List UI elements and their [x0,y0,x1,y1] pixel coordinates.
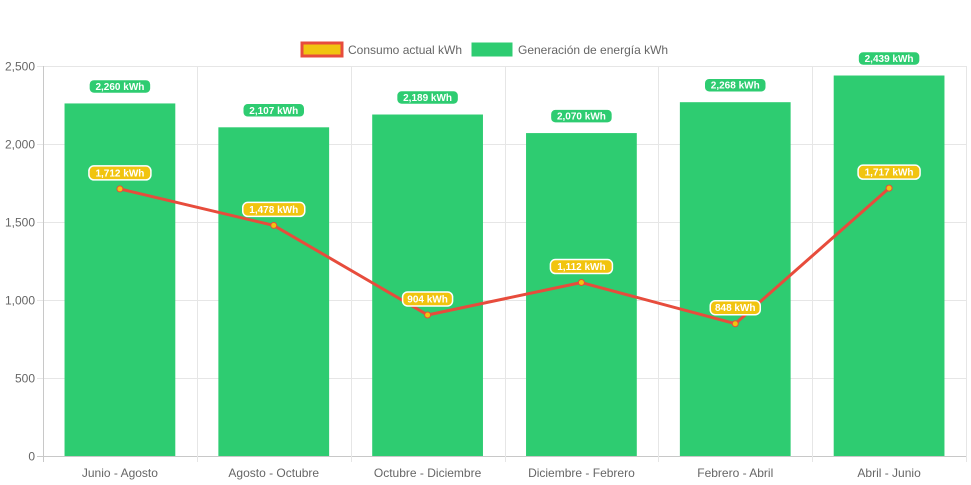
point-consumo[interactable] [731,320,739,328]
x-tick-label: Diciembre - Febrero [528,466,635,480]
legend: Consumo actual kWh Generación de energía… [300,41,668,58]
line-value-label: 1,112 kWh [557,262,605,273]
bar-value-label-bg [703,77,767,93]
legend-consumo-label[interactable]: Consumo actual kWh [348,43,462,57]
line-value-label-bg [549,258,614,275]
line-value-label-bg [401,291,454,307]
line-value-label: 1,717 kWh [865,168,914,179]
bar-generacion[interactable] [526,133,637,456]
line-value-label-bg [88,165,152,181]
bar-value-label: 2,189 kWh [403,93,452,104]
grid-layer [37,66,967,462]
point-consumo[interactable] [885,184,893,192]
bar-value-label-bg [395,89,460,106]
axis-layer: 0 500 1,000 1,500 2,000 2,500 Junio - Agosto Ag… [5,60,921,481]
point-consumo[interactable] [424,311,432,319]
x-tick-label: Junio - Agosto [82,466,158,480]
bar-generacion[interactable] [372,114,483,457]
x-tick-label: Febrero - Abril [697,466,773,480]
y-tick-label: 0 [28,450,35,464]
labels-layer: 2,260 kWh 2,107 kWh 2,189 kWh 2,070 kWh 2,26… [88,50,921,316]
bar-value-label: 2,268 kWh [711,81,760,92]
line-value-label-bg [857,164,921,180]
bar-generacion[interactable] [679,102,791,456]
y-tick-label: 1,500 [5,216,35,230]
bar-value-label: 2,070 kWh [557,112,606,123]
bar-value-label-bg [242,102,306,119]
bar-value-label-bg [549,108,614,124]
bars-layer [64,75,945,457]
bar-value-label-bg [88,78,152,95]
bar-value-label: 2,439 kWh [865,54,914,65]
point-consumo[interactable] [270,221,278,229]
line-consumo [119,187,891,326]
bar-value-label-bg [857,50,921,67]
line-value-label: 904 kWh [407,294,448,305]
bar-generacion[interactable] [833,75,945,457]
bar-value-label: 2,107 kWh [249,106,298,117]
x-tick-label: Octubre - Diciembre [374,466,482,480]
x-tick-label: Agosto - Octubre [228,466,319,480]
bar-value-label: 2,260 kWh [95,82,144,93]
line-value-label-bg [709,299,761,316]
point-consumo[interactable] [116,185,124,193]
point-consumo[interactable] [577,279,585,287]
line-value-label: 1,712 kWh [95,168,144,179]
y-tick-label: 500 [15,372,35,386]
bar-generacion[interactable] [64,103,176,456]
line-value-label-bg [242,201,306,218]
y-tick-label: 1,000 [5,294,35,308]
legend-generacion-label[interactable]: Generación de energía kWh [518,43,668,57]
line-value-label: 848 kWh [715,303,756,314]
legend-consumo-swatch[interactable] [300,41,344,58]
line-layer [116,184,893,328]
legend-generacion-swatch[interactable] [471,42,513,57]
y-tick-label: 2,500 [5,60,35,74]
x-tick-label: Abril - Junio [857,466,921,480]
bar-generacion[interactable] [218,127,330,457]
y-tick-label: 2,000 [5,138,35,152]
line-value-label: 1,478 kWh [249,205,298,216]
